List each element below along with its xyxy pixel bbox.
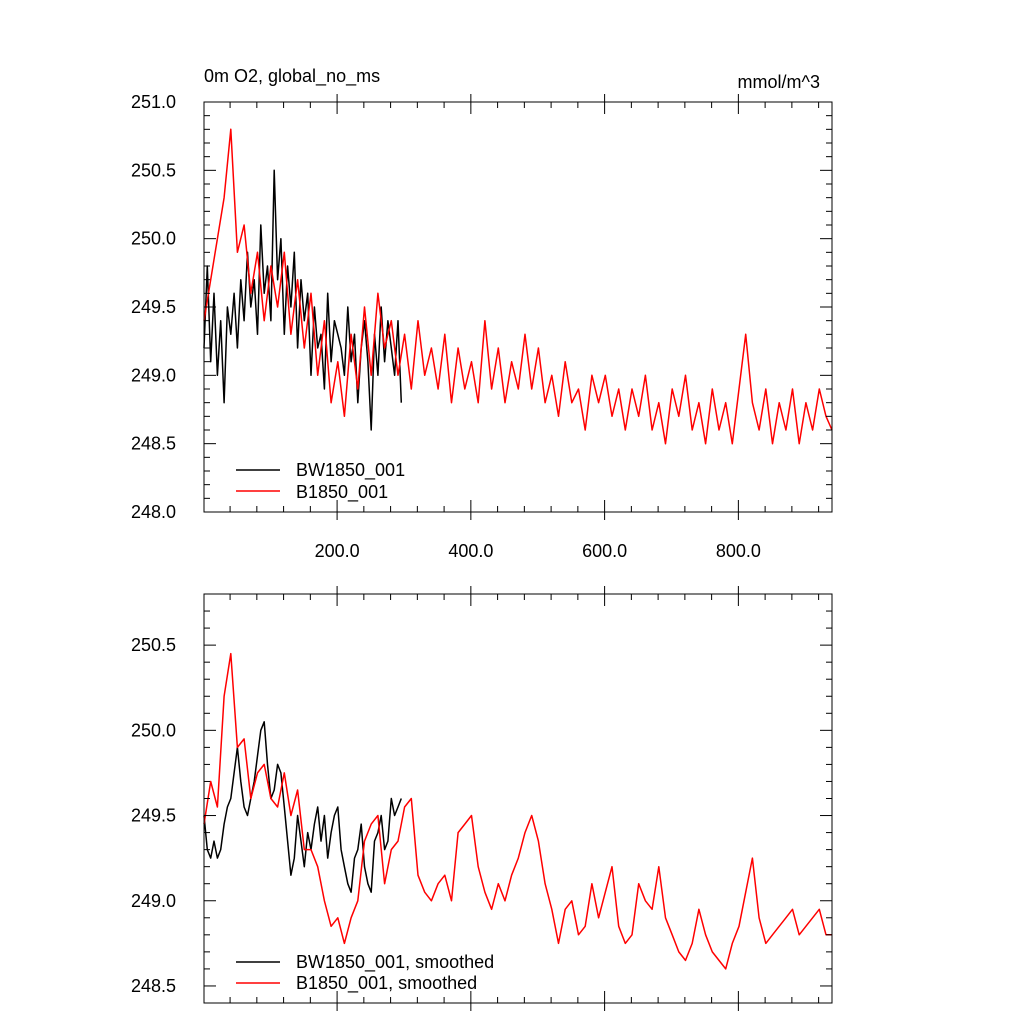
panel-top: 0m O2, global_no_ms mmol/m^3 248.0248.52…: [131, 66, 833, 561]
bottom-y-tick-label: 250.0: [131, 720, 176, 740]
bottom-y-tick-label: 249.0: [131, 891, 176, 911]
top-y-tick-label: 248.5: [131, 434, 176, 454]
units-label: mmol/m^3: [738, 72, 820, 92]
legend-label-bw1850: BW1850_001: [296, 460, 405, 481]
bottom-series-group: [203, 652, 832, 970]
top-x-tick-label: 600.0: [582, 541, 627, 561]
legend-label-b1850: B1850_001: [296, 482, 388, 503]
legend-label-bw1850-smoothed: BW1850_001, smoothed: [296, 952, 494, 973]
top-y-tick-label: 249.5: [131, 297, 176, 317]
chart-title: 0m O2, global_no_ms: [204, 66, 380, 87]
bottom-series-line-bw1850: [203, 721, 402, 893]
bottom-y-tick-label: 250.5: [131, 635, 176, 655]
top-legend: BW1850_001 B1850_001: [236, 460, 405, 503]
top-series-line-bw1850: [203, 169, 403, 431]
bottom-series-line-b1850: [203, 652, 832, 970]
top-axes: 248.0 248.5 249.0 249.5 250.0 250.5 251.0 200.0…: [131, 92, 833, 561]
top-series-group: [203, 128, 833, 445]
top-series-line-b1850: [203, 128, 833, 445]
top-y-tick-label: 251.0: [131, 92, 176, 112]
bottom-y-tick-label: 249.5: [131, 806, 176, 826]
top-y-tick-label: 248.0: [131, 502, 176, 522]
bottom-y-tick-label: 248.5: [131, 976, 176, 996]
bottom-legend: BW1850_001, smoothed B1850_001, smoothed: [236, 952, 494, 994]
top-x-tick-label: 800.0: [716, 541, 761, 561]
top-y-tick-label: 249.0: [131, 365, 176, 385]
legend-label-b1850-smoothed: B1850_001, smoothed: [296, 973, 477, 994]
bottom-axes: 248.5 249.0 249.5 250.0 250.5: [131, 586, 833, 1011]
panel-bottom: 248.5 249.0 249.5 250.0 250.5 BW1850_001, sm…: [131, 586, 833, 1011]
top-y-tick-label: 250.5: [131, 160, 176, 180]
top-x-tick-label: 200.0: [315, 541, 360, 561]
top-x-tick-label: 400.0: [448, 541, 493, 561]
top-y-tick-label: 250.0: [131, 229, 176, 249]
